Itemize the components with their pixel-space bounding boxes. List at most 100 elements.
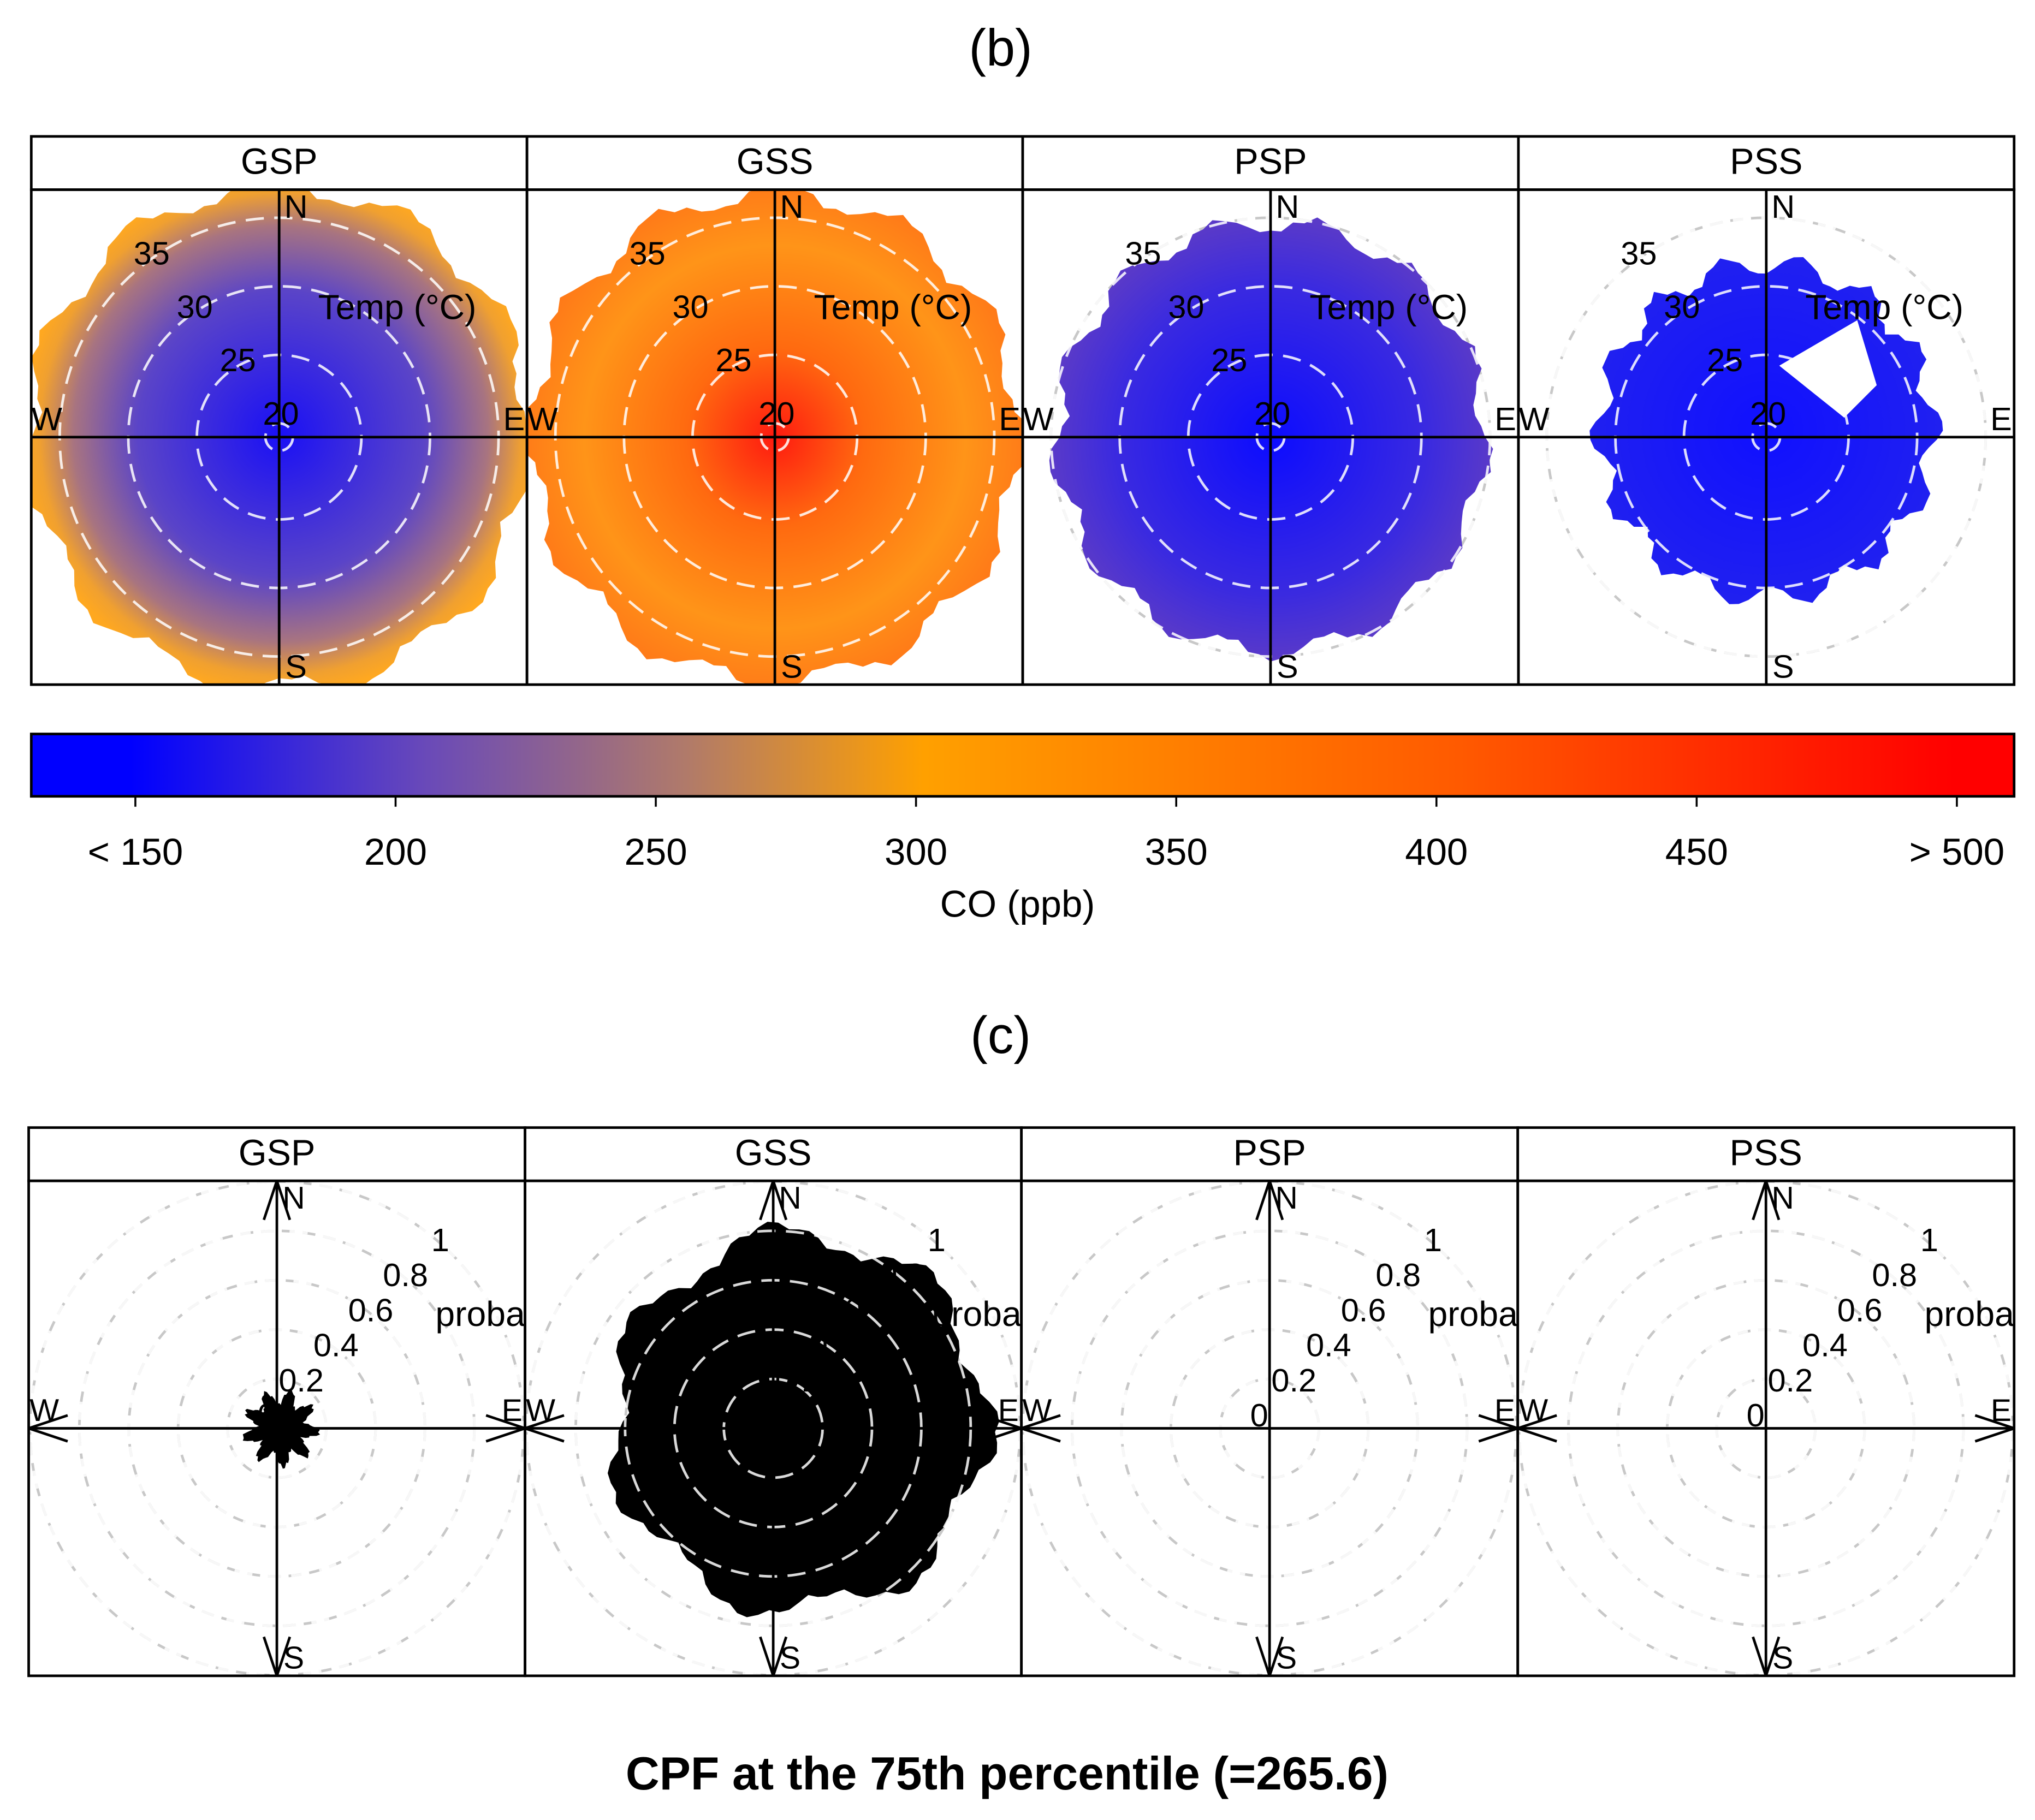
ring-label: 0.2 [1767, 1362, 1813, 1399]
direction-label: N [1771, 188, 1795, 225]
direction-label: E [999, 401, 1021, 437]
arrow-head [759, 1181, 788, 1221]
strip [1517, 135, 2016, 191]
direction-label: N [780, 188, 804, 225]
ring-label: 0 [257, 1397, 275, 1434]
ring-label: 0.8 [1375, 1257, 1421, 1293]
strip [1021, 135, 1520, 191]
colorbar-tick-label: 350 [1145, 831, 1208, 873]
radial-axis-title: proba [1428, 1294, 1518, 1334]
direction-label: W [526, 1393, 555, 1428]
panel-label: (b) [969, 19, 1032, 77]
colorbar-tick-label: 300 [885, 831, 947, 873]
arrow-head [982, 1414, 1022, 1443]
arrow-head [759, 1636, 788, 1676]
ring-label: 25 [219, 342, 256, 378]
ring-label: 0.6 [1837, 1292, 1883, 1328]
ring-label: 35 [1621, 235, 1657, 272]
direction-label: S [1772, 1640, 1793, 1675]
radial-axis-title: Temp (°C) [318, 288, 477, 327]
ring-label: 0.4 [313, 1327, 359, 1364]
arrow-head [1517, 1414, 1557, 1443]
direction-label: N [779, 1181, 801, 1216]
strip [1516, 1126, 2016, 1182]
direction-label: S [285, 648, 307, 685]
panel-name: GSP [241, 142, 318, 182]
direction-label: E [1494, 1393, 1515, 1428]
strip [27, 1126, 526, 1182]
arrow-head [1255, 1636, 1284, 1676]
direction-label: N [282, 1181, 305, 1216]
strip [29, 135, 529, 191]
colorbar-tick-label: > 500 [1909, 831, 2005, 873]
ring-label: 0.4 [1306, 1327, 1351, 1364]
arrow-head [28, 1414, 68, 1443]
ring-label: 0.2 [278, 1362, 324, 1399]
arrow-head [1752, 1636, 1781, 1676]
ring-label: 35 [1125, 235, 1161, 272]
ring-label: 0.8 [879, 1257, 924, 1293]
panel-name: PSP [1234, 142, 1307, 182]
ring-label: 0.4 [810, 1327, 855, 1364]
direction-label: E [998, 1393, 1019, 1428]
radial-axis-title: proba [435, 1294, 525, 1334]
colorbar-tick-label: 400 [1405, 831, 1468, 873]
ring-label: 1 [1920, 1222, 1938, 1258]
ring-label: 35 [134, 235, 170, 272]
panel-frame [1517, 188, 2016, 686]
colorbar-tick-label: 450 [1665, 831, 1728, 873]
direction-label: E [502, 1393, 523, 1428]
arrow-head [262, 1636, 292, 1676]
panel-name: PSS [1730, 142, 1802, 182]
radial-axis-title: Temp (°C) [1309, 288, 1468, 327]
ring-label: 30 [672, 288, 708, 325]
colorbar-title: CO (ppb) [940, 883, 1095, 925]
direction-label: S [780, 1640, 800, 1675]
panel-name: GSP [239, 1133, 316, 1173]
ring-label: 20 [758, 395, 794, 432]
direction-label: W [1518, 1393, 1548, 1428]
ring-label: 0.6 [1341, 1292, 1386, 1328]
ring-label: 0.6 [348, 1292, 394, 1328]
concentration-surface [31, 189, 527, 685]
radial-axis-title: Temp (°C) [814, 288, 972, 327]
colorbar-tick-label: 250 [624, 831, 687, 873]
ring-label: 0.8 [383, 1257, 428, 1293]
ring-label: 0.8 [1872, 1257, 1917, 1293]
arrow-head [1255, 1181, 1284, 1221]
arrow-head [1752, 1181, 1781, 1221]
panel-name: PSS [1730, 1133, 1802, 1173]
ring-label: 30 [177, 288, 213, 325]
ring-label: 0 [754, 1397, 772, 1434]
panel: 00.20.40.60.81 proba N E S W [525, 1181, 1022, 1676]
direction-label: S [781, 648, 803, 685]
ring-label: 0.4 [1802, 1327, 1848, 1364]
panel-frame [1516, 1179, 2016, 1678]
arrow-head [485, 1414, 525, 1443]
direction-label: E [1990, 401, 2012, 437]
arrow-head [262, 1181, 292, 1221]
ring-label: 1 [1424, 1222, 1442, 1258]
direction-label: W [527, 401, 558, 437]
ring-label: 30 [1168, 288, 1204, 325]
direction-label: W [1023, 401, 1053, 437]
ring-label: 0 [1250, 1397, 1268, 1434]
radial-axis-title: proba [1925, 1294, 2015, 1334]
panel-name: GSS [737, 142, 814, 182]
ring-label: 20 [263, 395, 299, 432]
direction-label: W [32, 401, 62, 437]
direction-label: N [1275, 1181, 1297, 1216]
ring-label: 0.2 [1271, 1362, 1316, 1399]
cpf-surface [607, 1222, 999, 1617]
ring-label: 1 [928, 1222, 946, 1258]
direction-label: S [1277, 648, 1298, 685]
direction-label: W [1518, 401, 1549, 437]
ring-label: 20 [1750, 395, 1786, 432]
ring-label: 1 [431, 1222, 449, 1258]
panel: 00.20.40.60.81 proba N E S W [28, 1181, 525, 1676]
